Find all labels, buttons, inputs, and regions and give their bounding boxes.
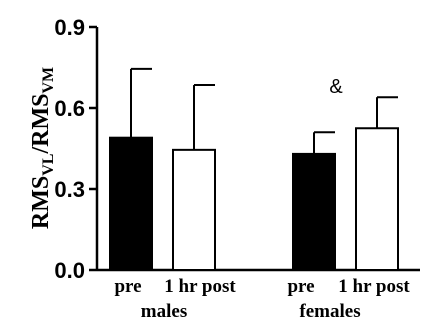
- group-label: females: [299, 301, 360, 322]
- y-tick-label: 0.3: [54, 177, 85, 202]
- x-category-label: pre: [287, 276, 314, 297]
- y-tick-label: 0.9: [54, 15, 85, 40]
- y-axis-label: RMSVL/RMSVM: [28, 67, 57, 229]
- bar: [292, 152, 336, 271]
- bar: [109, 136, 153, 271]
- x-category-label: 1 hr post: [164, 276, 236, 297]
- x-category-label: pre: [114, 276, 141, 297]
- x-category-label: 1 hr post: [338, 276, 410, 297]
- bar: [172, 148, 216, 272]
- bar: [355, 127, 399, 271]
- y-tick-label: 0.0: [54, 258, 85, 283]
- bars: [109, 67, 399, 272]
- y-tick-label: 0.6: [54, 96, 85, 121]
- group-label: males: [141, 301, 187, 322]
- significance-annotation: &: [329, 76, 343, 98]
